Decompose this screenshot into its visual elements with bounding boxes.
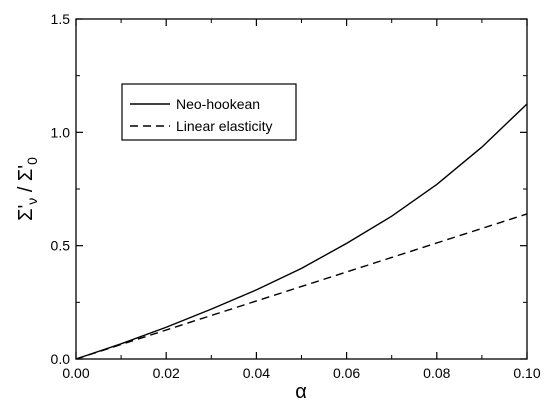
x-tick-label: 0.10 bbox=[513, 365, 540, 381]
x-tick-label: 0.06 bbox=[333, 365, 360, 381]
legend-label-linear-elasticity: Linear elasticity bbox=[176, 118, 273, 134]
legend-box bbox=[121, 83, 297, 141]
y-tick-label: 1.0 bbox=[51, 124, 71, 140]
y-label-sub-zero: 0 bbox=[24, 157, 40, 165]
series-line-linear-elasticity bbox=[75, 213, 528, 360]
series-layer bbox=[75, 103, 528, 360]
x-axis-label: α bbox=[295, 381, 307, 403]
series-line-neo-hookean bbox=[75, 103, 528, 360]
x-tick-label: 0.04 bbox=[243, 365, 270, 381]
x-tick-label: 0.02 bbox=[153, 365, 180, 381]
y-ticks: 0.0 0.5 1.0 1.5 bbox=[51, 11, 527, 367]
legend-label-neo-hookean: Neo-hookean bbox=[176, 96, 260, 112]
y-tick-label: 0.0 bbox=[51, 351, 71, 367]
y-label-separator: / bbox=[15, 181, 37, 198]
y-label-sigma-1: Σ' bbox=[15, 205, 37, 221]
y-label-sub-nu: ν bbox=[24, 198, 40, 205]
y-tick-label: 0.5 bbox=[51, 238, 71, 254]
plot-frame bbox=[75, 18, 528, 360]
legend: Neo-hookean Linear elasticity bbox=[121, 83, 297, 141]
x-tick-label: 0.08 bbox=[423, 365, 450, 381]
y-tick-label: 1.5 bbox=[51, 11, 71, 27]
y-label-sigma-2: Σ' bbox=[15, 165, 37, 181]
x-ticks: 0.00 0.02 0.04 0.06 0.08 0.10 bbox=[62, 19, 541, 381]
x-tick-label: 0.00 bbox=[62, 365, 89, 381]
y-axis-label: Σ'ν / Σ'0 bbox=[15, 157, 40, 221]
